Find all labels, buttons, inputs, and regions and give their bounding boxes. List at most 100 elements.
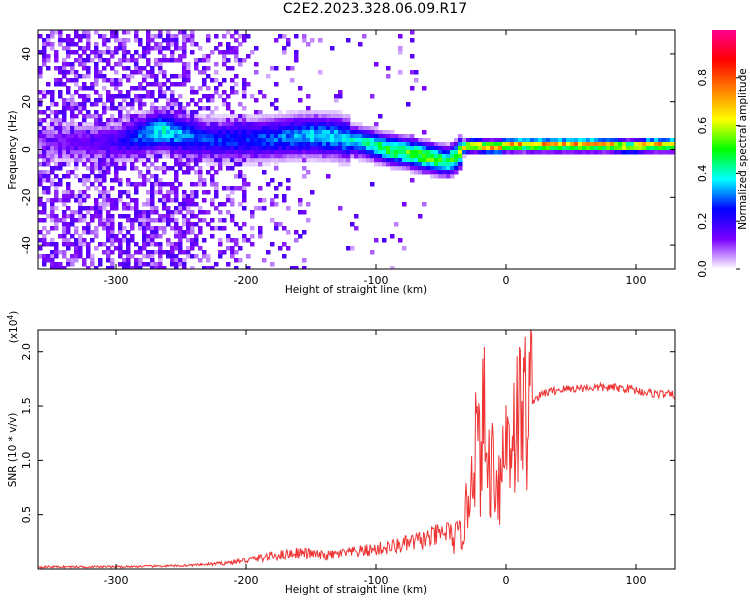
heatmap-cell: [418, 158, 423, 163]
heatmap-cell: [178, 234, 183, 239]
heatmap-cell: [66, 34, 71, 39]
heatmap-cell: [174, 178, 179, 183]
heatmap-cell: [474, 142, 479, 147]
heatmap-cell: [334, 98, 339, 103]
heatmap-cell: [134, 34, 139, 39]
heatmap-cell: [322, 114, 327, 119]
heatmap-cell: [458, 154, 463, 159]
heatmap-cell: [434, 174, 439, 179]
heatmap-cell: [54, 130, 59, 135]
heatmap-cell: [102, 190, 107, 195]
heatmap-cell: [330, 142, 335, 147]
heatmap-cell: [398, 142, 403, 147]
heatmap-cell: [82, 182, 87, 187]
heatmap-cell: [410, 162, 415, 167]
heatmap-cell: [86, 134, 91, 139]
heatmap-cell: [98, 122, 103, 127]
heatmap-cell: [250, 130, 255, 135]
heatmap-cell: [258, 142, 263, 147]
heatmap-cell: [110, 178, 115, 183]
heatmap-cell: [50, 90, 55, 95]
heatmap-cell: [342, 114, 347, 119]
heatmap-cell: [66, 42, 71, 47]
heatmap-cell: [214, 146, 219, 151]
heatmap-cell: [246, 154, 251, 159]
heatmap-cell: [42, 154, 47, 159]
heatmap-cell: [110, 130, 115, 135]
heatmap-cell: [66, 158, 71, 163]
heatmap-cell: [98, 98, 103, 103]
heatmap-cell: [126, 94, 131, 99]
heatmap-cell: [182, 206, 187, 211]
heatmap-cell: [226, 102, 231, 107]
heatmap-cell: [150, 134, 155, 139]
heatmap-cell: [110, 78, 115, 83]
heatmap-cell: [138, 174, 143, 179]
heatmap-cell: [446, 162, 451, 167]
heatmap-cell: [190, 154, 195, 159]
heatmap-cell: [110, 206, 115, 211]
heatmap-cell: [630, 150, 635, 155]
heatmap-cell: [442, 158, 447, 163]
heatmap-cell: [154, 266, 159, 269]
heatmap-cell: [406, 166, 411, 171]
heatmap-cell: [302, 210, 307, 215]
heatmap-cell: [62, 154, 67, 159]
heatmap-cell: [210, 98, 215, 103]
heatmap-cell: [50, 154, 55, 159]
heatmap-cell: [434, 162, 439, 167]
heatmap-cell: [50, 214, 55, 219]
heatmap-cell: [410, 86, 415, 91]
heatmap-cell: [110, 138, 115, 143]
heatmap-cell: [298, 234, 303, 239]
heatmap-cell: [214, 170, 219, 175]
heatmap-cell: [154, 210, 159, 215]
heatmap-cell: [398, 46, 403, 51]
heatmap-cell: [422, 86, 427, 91]
heatmap-cell: [130, 158, 135, 163]
heatmap-cell: [538, 150, 543, 155]
heatmap-cell: [54, 158, 59, 163]
heatmap-cell: [502, 146, 507, 151]
heatmap-cell: [174, 170, 179, 175]
heatmap-cell: [286, 42, 291, 47]
heatmap-cell: [82, 226, 87, 231]
heatmap-cell: [614, 146, 619, 151]
heatmap-cell: [154, 98, 159, 103]
heatmap-cell: [206, 58, 211, 63]
heatmap-cell: [234, 258, 239, 263]
heatmap-cell: [134, 122, 139, 127]
heatmap-cell: [130, 154, 135, 159]
heatmap-cell: [90, 254, 95, 259]
heatmap-cell: [50, 94, 55, 99]
y-tick-label: 0: [20, 146, 33, 153]
heatmap-cell: [186, 70, 191, 75]
heatmap-cell: [98, 150, 103, 155]
heatmap-cell: [182, 130, 187, 135]
heatmap-cell: [390, 134, 395, 139]
heatmap-cell: [198, 58, 203, 63]
heatmap-cell: [302, 130, 307, 135]
heatmap-cell: [170, 242, 175, 247]
heatmap-cell: [106, 38, 111, 43]
heatmap-cell: [106, 138, 111, 143]
heatmap-cell: [170, 166, 175, 171]
heatmap-cell: [126, 50, 131, 55]
heatmap-cell: [42, 234, 47, 239]
heatmap-cell: [98, 190, 103, 195]
heatmap-cell: [234, 242, 239, 247]
heatmap-cell: [58, 162, 63, 167]
heatmap-cell: [46, 154, 51, 159]
heatmap-cell: [118, 230, 123, 235]
heatmap-cell: [58, 90, 63, 95]
heatmap-cell: [46, 258, 51, 263]
heatmap-cell: [450, 154, 455, 159]
heatmap-cell: [354, 126, 359, 131]
heatmap-cell: [486, 142, 491, 147]
heatmap-cell: [154, 58, 159, 63]
heatmap-cell: [170, 154, 175, 159]
heatmap-cell: [210, 134, 215, 139]
heatmap-cell: [362, 146, 367, 151]
heatmap-cell: [58, 154, 63, 159]
heatmap-cell: [218, 50, 223, 55]
